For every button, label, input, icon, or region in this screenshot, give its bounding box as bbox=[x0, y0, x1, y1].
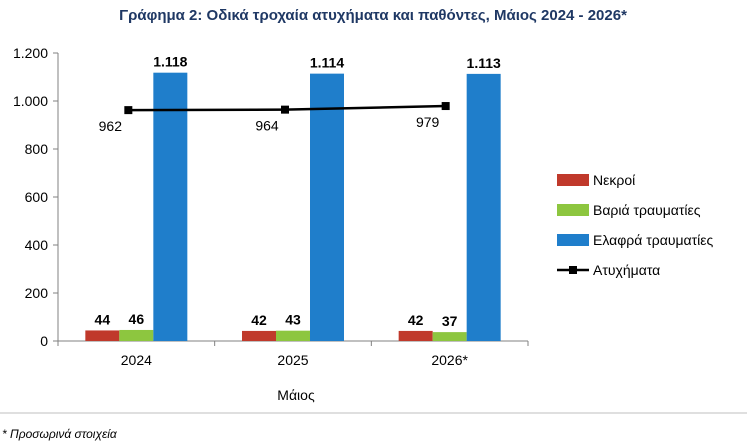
legend-label: Ατυχήματα bbox=[593, 262, 660, 278]
legend-swatch bbox=[557, 234, 589, 246]
bar-data-label: 42 bbox=[251, 312, 267, 328]
bar-data-label: 1.113 bbox=[467, 55, 501, 71]
chart-title: Γράφημα 2: Οδικά τροχαία ατυχήματα και π… bbox=[119, 7, 627, 24]
bar bbox=[85, 330, 120, 341]
bar bbox=[432, 332, 467, 341]
y-tick-label: 800 bbox=[25, 141, 49, 157]
x-axis: 2024 2025 2026* bbox=[57, 340, 529, 368]
line-data-label: 979 bbox=[416, 114, 440, 130]
legend-swatch bbox=[557, 204, 589, 216]
bar bbox=[242, 330, 276, 341]
x-tick-label: 2024 bbox=[121, 352, 152, 368]
line-data-label: 962 bbox=[99, 118, 123, 134]
y-tick-label: 0 bbox=[40, 333, 48, 349]
data-labels: 44 42 42 46 43 37 1.118 1.114 1.113 962 964 979 bbox=[95, 54, 501, 329]
bar-data-label: 44 bbox=[95, 311, 111, 327]
legend-label: Ελαφρά τραυματίες bbox=[593, 232, 714, 248]
x-tick-label: 2025 bbox=[277, 352, 308, 368]
bar bbox=[310, 73, 344, 341]
y-axis: 0 200 400 600 800 1.000 1.200 bbox=[13, 45, 59, 349]
legend-swatch bbox=[557, 174, 589, 186]
line-series bbox=[124, 102, 450, 115]
x-axis-title: Μάιος bbox=[277, 387, 315, 403]
bar-data-label: 42 bbox=[408, 312, 424, 328]
bar-data-label: 46 bbox=[129, 311, 145, 327]
bar-data-label: 37 bbox=[442, 313, 458, 329]
y-tick-label: 1.000 bbox=[13, 93, 48, 109]
x-tick-label: 2026* bbox=[431, 352, 468, 368]
bar bbox=[119, 329, 154, 341]
line-point bbox=[441, 102, 450, 111]
legend: Νεκροί Βαριά τραυματίες Ελαφρά τραυματίες Α… bbox=[557, 172, 714, 278]
line-data-label: 964 bbox=[255, 118, 279, 134]
y-tick-label: 600 bbox=[25, 189, 49, 205]
legend-label: Νεκροί bbox=[593, 172, 635, 188]
line-point bbox=[124, 106, 133, 115]
bars bbox=[85, 72, 501, 342]
bar bbox=[276, 330, 310, 341]
y-tick-label: 200 bbox=[25, 285, 49, 301]
legend-marker bbox=[569, 266, 577, 274]
bar bbox=[153, 72, 188, 342]
bar bbox=[466, 73, 501, 341]
line-point bbox=[281, 105, 289, 114]
y-tick-label: 400 bbox=[25, 237, 49, 253]
bar-data-label: 1.114 bbox=[310, 55, 344, 71]
footnote: * Προσωρινά στοιχεία bbox=[2, 427, 118, 441]
y-tick-label: 1.200 bbox=[13, 45, 48, 61]
bar bbox=[398, 330, 433, 341]
bar-data-label: 1.118 bbox=[153, 54, 187, 70]
legend-label: Βαριά τραυματίες bbox=[593, 202, 701, 218]
bar-data-label: 43 bbox=[285, 312, 301, 328]
